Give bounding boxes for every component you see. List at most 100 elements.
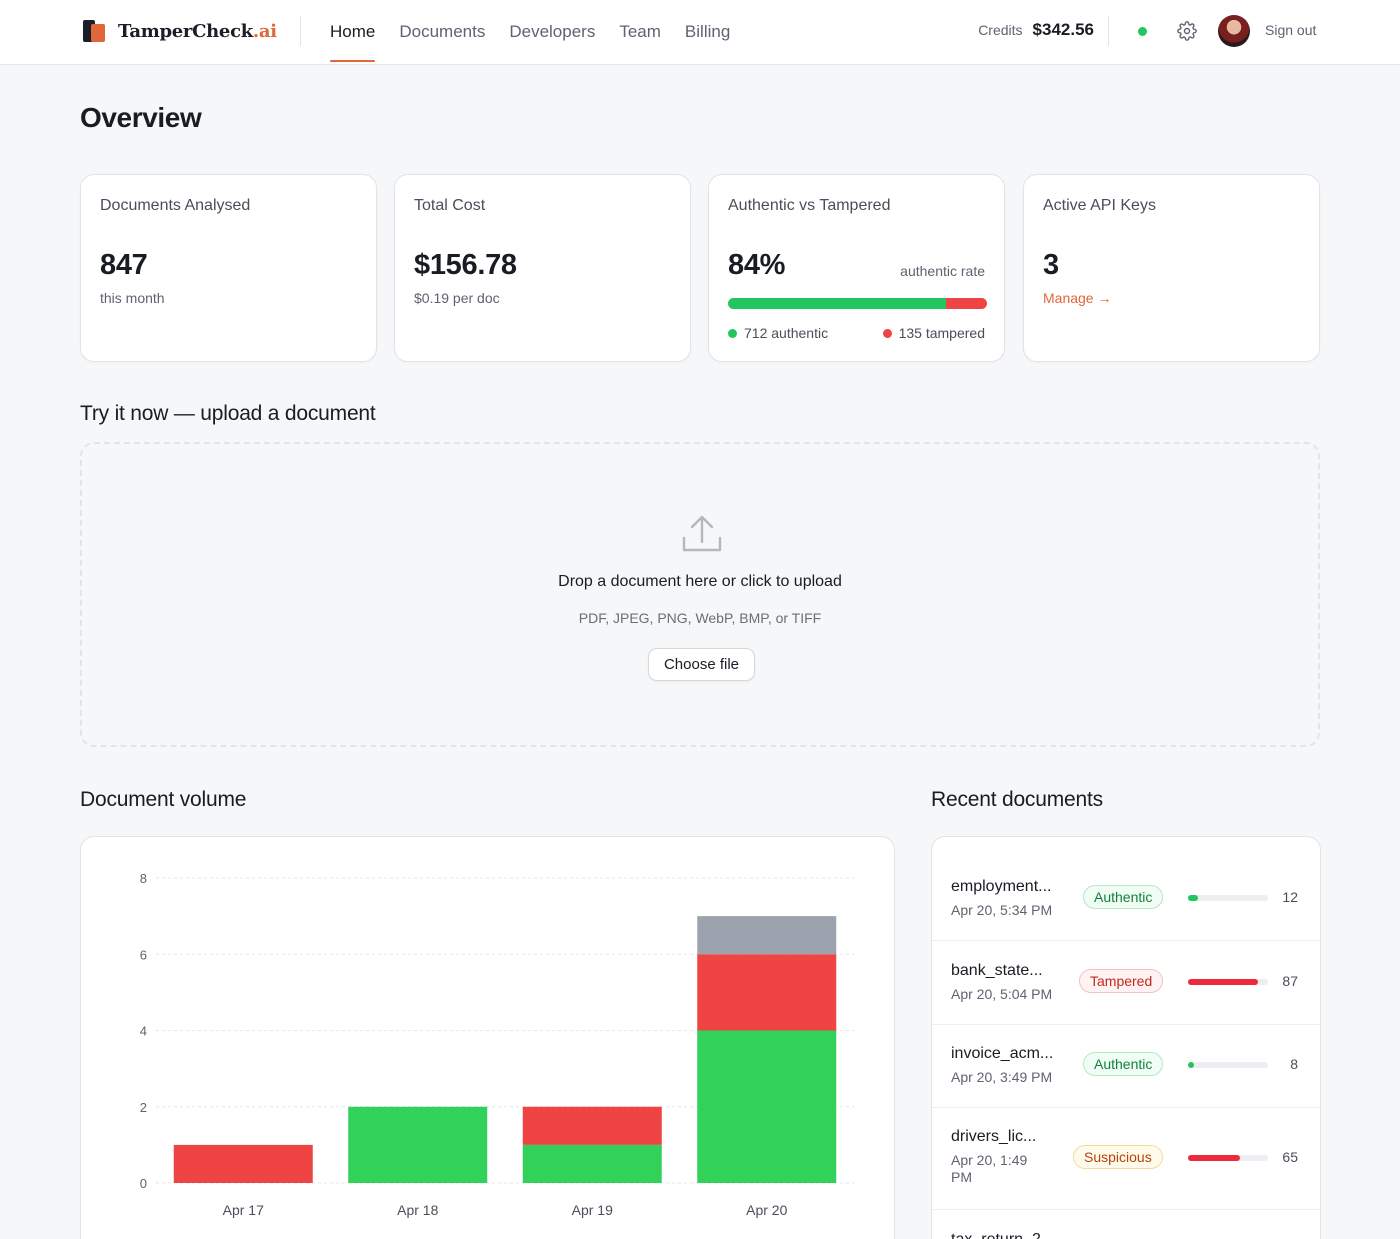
- score-value: 65: [1282, 1149, 1298, 1165]
- bar-segment: [522, 1144, 662, 1183]
- upload-dropzone[interactable]: Drop a document here or click to upload …: [80, 442, 1320, 747]
- tampered-fill: [945, 298, 987, 309]
- card-value: $156.78: [414, 249, 517, 281]
- score-bar: [1188, 895, 1268, 901]
- list-item[interactable]: bank_state... Apr 20, 5:04 PM Tampered 8…: [932, 941, 1320, 1025]
- tampered-dot: [882, 328, 892, 338]
- recent-heading: Recent documents: [931, 788, 1103, 811]
- document-date: Apr 20, 1:49 PM: [951, 1152, 1028, 1185]
- total-cost-card: Total Cost $156.78 $0.19 per doc: [394, 174, 691, 362]
- document-name: tax_return_2...: [951, 1231, 1054, 1239]
- list-item[interactable]: tax_return_2...: [932, 1210, 1320, 1239]
- list-item[interactable]: employment... Apr 20, 5:34 PM Authentic …: [932, 837, 1320, 941]
- card-title: Total Cost: [414, 197, 486, 214]
- document-date: Apr 20, 5:04 PM: [951, 986, 1053, 1002]
- active-api-keys-card: Active API Keys 3 Manage →: [1023, 174, 1320, 362]
- score-bar: [1188, 1062, 1268, 1068]
- card-title: Documents Analysed: [100, 197, 251, 214]
- card-value: 84%: [728, 249, 786, 281]
- credits-label: Credits: [978, 22, 1023, 38]
- authentic-ratio-bar: [728, 298, 987, 309]
- x-tick-label: Apr 18: [397, 1202, 438, 1218]
- x-tick-label: Apr 17: [223, 1202, 264, 1218]
- score-fill: [1188, 1062, 1195, 1068]
- document-date: Apr 20, 3:49 PM: [951, 1069, 1053, 1085]
- status-indicator: [1138, 27, 1147, 36]
- list-item[interactable]: drivers_lic... Apr 20, 1:49 PM Suspiciou…: [932, 1108, 1320, 1210]
- score-bar: [1188, 1155, 1268, 1161]
- score-fill: [1188, 1155, 1240, 1161]
- y-tick-label: 6: [140, 947, 147, 962]
- logo-icon: [82, 19, 106, 43]
- brand-logo[interactable]: TamperCheck.ai: [82, 19, 277, 43]
- upload-heading: Try it now — upload a document: [80, 402, 376, 425]
- main-nav: Home Documents Developers Team Billing: [330, 0, 730, 64]
- score-fill: [1188, 979, 1258, 985]
- y-tick-label: 8: [140, 871, 147, 886]
- authentic-rate-label: authentic rate: [900, 263, 985, 279]
- nav-divider: [300, 16, 301, 46]
- x-tick-label: Apr 19: [572, 1202, 613, 1218]
- choose-file-button[interactable]: Choose file: [648, 648, 755, 681]
- document-name: drivers_lic...: [951, 1128, 1037, 1145]
- score-bar: [1188, 979, 1268, 985]
- status-badge: Suspicious: [1073, 1145, 1163, 1169]
- volume-heading: Document volume: [80, 788, 247, 811]
- dropzone-title: Drop a document here or click to upload: [558, 573, 842, 590]
- tampered-legend: 135 tampered: [882, 325, 985, 341]
- header-divider: [1108, 16, 1109, 46]
- recent-documents-list: employment... Apr 20, 5:34 PM Authentic …: [931, 836, 1321, 1239]
- document-name: employment...: [951, 878, 1052, 895]
- bar-segment: [697, 916, 837, 955]
- gear-icon[interactable]: [1177, 21, 1197, 41]
- bar-segment: [697, 954, 837, 1031]
- y-tick-label: 4: [140, 1024, 147, 1039]
- card-value: 3: [1043, 249, 1059, 281]
- y-tick-label: 0: [140, 1176, 147, 1191]
- x-tick-label: Apr 20: [746, 1202, 787, 1218]
- bar-segment: [697, 1030, 837, 1183]
- card-subtitle: this month: [100, 290, 165, 306]
- upload-icon: [682, 515, 722, 552]
- authentic-count: 712 authentic: [744, 325, 829, 341]
- top-navigation-bar: TamperCheck.ai Home Documents Developers…: [0, 0, 1400, 65]
- tampered-count: 135 tampered: [898, 325, 985, 341]
- documents-analysed-card: Documents Analysed 847 this month: [80, 174, 377, 362]
- credits-display: Credits $342.56: [978, 20, 1094, 40]
- score-fill: [1188, 895, 1198, 901]
- list-item[interactable]: invoice_acm... Apr 20, 3:49 PM Authentic…: [932, 1025, 1320, 1108]
- bar-segment: [522, 1106, 662, 1145]
- document-name: invoice_acm...: [951, 1045, 1054, 1062]
- nav-developers[interactable]: Developers: [509, 22, 596, 41]
- nav-team[interactable]: Team: [619, 22, 661, 41]
- nav-home[interactable]: Home: [330, 0, 376, 64]
- authentic-fill: [728, 298, 946, 309]
- nav-billing[interactable]: Billing: [684, 22, 731, 41]
- score-value: 12: [1282, 889, 1298, 905]
- page-title: Overview: [80, 102, 202, 133]
- nav-documents[interactable]: Documents: [399, 22, 486, 41]
- manage-keys-link[interactable]: Manage →: [1043, 290, 1112, 306]
- authentic-vs-tampered-card: Authentic vs Tampered 84% authentic rate…: [708, 174, 1005, 362]
- document-volume-chart: 0 2 4 6 8 Apr 17 Apr 18 Apr 19 Apr 20: [80, 836, 895, 1239]
- bar-segment: [173, 1144, 313, 1183]
- document-date: Apr 20, 5:34 PM: [951, 902, 1053, 918]
- card-subtitle: $0.19 per doc: [414, 290, 500, 306]
- score-value: 87: [1282, 973, 1298, 989]
- brand-name: TamperCheck.ai: [118, 20, 277, 42]
- score-value: 8: [1290, 1056, 1298, 1072]
- card-title: Authentic vs Tampered: [728, 197, 891, 214]
- card-value: 847: [100, 249, 148, 281]
- credits-value: $342.56: [1032, 20, 1094, 39]
- y-tick-label: 2: [140, 1100, 147, 1115]
- status-badge: Authentic: [1083, 885, 1164, 909]
- volume-chart-svg: 0 2 4 6 8 Apr 17 Apr 18 Apr 19 Apr 20: [140, 871, 854, 1218]
- status-badge: Tampered: [1079, 969, 1164, 993]
- supported-formats: PDF, JPEG, PNG, WebP, BMP, or TIFF: [578, 610, 822, 626]
- sign-out-link[interactable]: Sign out: [1265, 22, 1317, 38]
- authentic-legend: 712 authentic: [728, 325, 828, 341]
- user-avatar[interactable]: [1218, 15, 1250, 47]
- authentic-dot: [728, 328, 737, 338]
- bar-segment: [348, 1106, 488, 1183]
- card-title: Active API Keys: [1043, 197, 1156, 214]
